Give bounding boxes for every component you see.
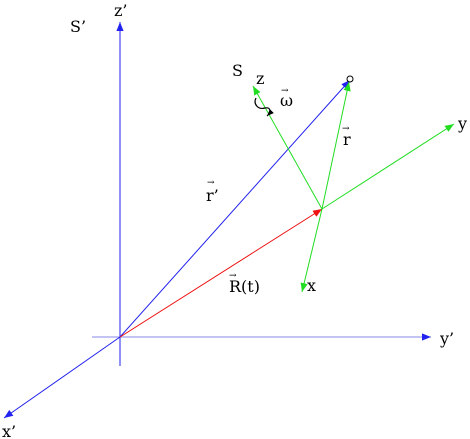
moving-frame-label: S	[232, 61, 243, 80]
origin-vector-R	[119, 208, 323, 338]
position-vector-r-prime	[119, 79, 351, 338]
r-prime-vector-arrow: →	[207, 178, 215, 188]
moving-z-axis	[252, 85, 323, 210]
point-marker	[346, 75, 354, 83]
moving-y-axis	[321, 123, 455, 210]
fixed-z-label: z’	[114, 1, 128, 20]
rotation-arrow-icon	[254, 97, 274, 117]
moving-x-label: x	[307, 276, 316, 295]
fixed-x-axis	[3, 336, 121, 419]
fixed-y-label: y’	[439, 329, 454, 348]
position-vector-r	[321, 81, 351, 210]
r-label: r	[343, 130, 351, 149]
R-of-t-label: R(t)	[229, 277, 260, 296]
omega-label: ω	[280, 91, 293, 110]
moving-y-label: y	[457, 114, 467, 133]
r-prime-label: r’	[206, 186, 219, 205]
r-vector-arrow: →	[342, 124, 350, 134]
moving-z-label: z	[256, 69, 264, 88]
fixed-x-label: x’	[2, 422, 16, 439]
omega-vector-arrow: →	[281, 86, 289, 96]
R-vector-arrow: →	[229, 271, 237, 281]
moving-x-axis	[300, 208, 323, 293]
fixed-frame-label: S’	[70, 17, 86, 36]
